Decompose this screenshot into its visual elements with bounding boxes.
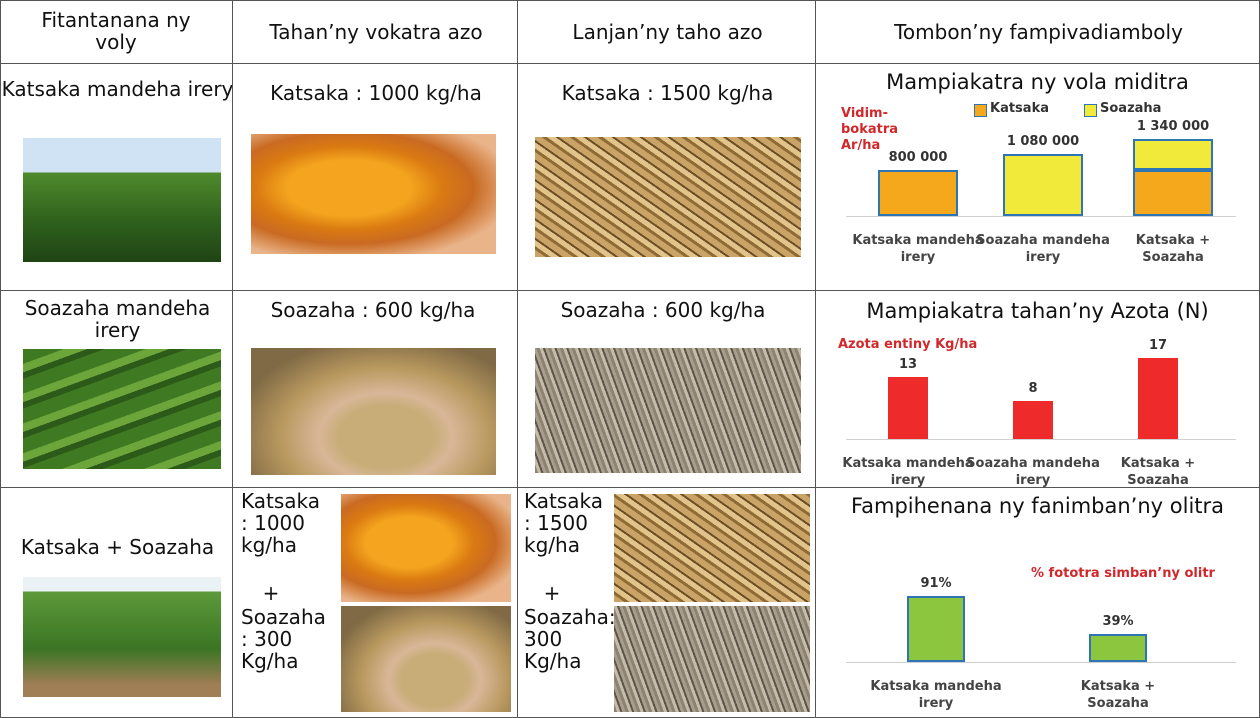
residue-text: Soazaha : 600 kg/ha: [518, 299, 808, 321]
chart-cell: Mampiakatra ny vola miditra Vidim-bokatra…: [815, 63, 1260, 291]
soy-straw-photo: [614, 606, 810, 712]
page: Fitantanana ny voly Tahan’ny vokatra azo…: [0, 0, 1260, 718]
bar-segment: [878, 170, 958, 216]
plus-sign: +: [241, 582, 301, 604]
straw-photo: [614, 494, 810, 602]
residue-text: Katsaka : 1500 kg/ha: [518, 82, 816, 104]
crop-cell: Katsaka + Soazaha: [0, 487, 233, 718]
yield-cell: Katsaka : 1000 kg/ha + Soazaha : 300 Kg/…: [232, 487, 518, 718]
header-cell: Fitantanana ny voly: [0, 0, 233, 64]
legend-swatch: [974, 104, 987, 117]
yield-text: Soazaha : 300 Kg/ha: [241, 606, 336, 672]
yield-text: Soazaha : 600 kg/ha: [233, 299, 513, 321]
yield-cell: Katsaka : 1000 kg/ha: [232, 63, 518, 291]
legend-label: Soazaha: [1100, 101, 1161, 116]
residue-text: Katsaka : 1500 kg/ha: [524, 490, 608, 556]
chart-cell: Mampiakatra tahan’ny Azota (N) Azota enti…: [815, 290, 1260, 488]
value-label: 13: [848, 357, 968, 372]
residue-text: Soazaha: 300 Kg/ha: [524, 606, 608, 672]
corn-photo: [341, 494, 511, 602]
value-label: 800 000: [858, 150, 978, 165]
axis-line: [846, 216, 1236, 217]
bar: [888, 377, 928, 439]
bar-segment: [1133, 139, 1213, 170]
legend-label: Katsaka: [990, 101, 1049, 116]
axis-line: [846, 439, 1236, 440]
legend-swatch: [1084, 104, 1097, 117]
bar: [1138, 358, 1178, 439]
value-label: 91%: [876, 576, 996, 591]
chart-cell: Fampihenana ny fanimban’ny olitra % fotot…: [815, 487, 1260, 718]
category-label: Soazaha mandeha irery: [973, 232, 1113, 266]
plus-sign: +: [522, 582, 582, 604]
axis-line: [846, 662, 1236, 663]
value-label: 17: [1098, 338, 1218, 353]
bar: [1089, 634, 1147, 662]
residue-cell: Katsaka : 1500 kg/ha + Soazaha: 300 Kg/h…: [517, 487, 816, 718]
crop-text: Soazaha mandeha irery: [1, 297, 233, 341]
residue-cell: Soazaha : 600 kg/ha: [517, 290, 816, 488]
category-label: Katsaka + Soazaha: [1048, 678, 1188, 712]
bar-segment: [1133, 170, 1213, 216]
header-text: Tahan’ny vokatra azo: [233, 21, 518, 43]
soy-photo: [341, 606, 511, 712]
bar: [907, 596, 965, 662]
residue-cell: Katsaka : 1500 kg/ha: [517, 63, 816, 291]
bar-segment: [1003, 154, 1083, 216]
soy-straw-photo: [535, 348, 801, 473]
header-text: Lanjan’ny taho azo: [518, 21, 816, 43]
soy-photo: [251, 348, 496, 475]
header-text: Tombon’ny fampivadiamboly: [816, 21, 1260, 43]
yield-text: Katsaka : 1000 kg/ha: [233, 82, 518, 104]
category-label: Katsaka + Soazaha: [1088, 455, 1228, 488]
value-label: 39%: [1058, 614, 1178, 629]
value-label: 1 080 000: [983, 134, 1103, 149]
y-axis-label: % fototra simban’ny olitr: [1031, 566, 1251, 582]
corn-field-photo: [23, 138, 221, 262]
header-cell: Lanjan’ny taho azo: [517, 0, 816, 64]
straw-photo: [535, 137, 801, 257]
chart-title: Fampihenana ny fanimban’ny olitra: [816, 494, 1259, 518]
category-label: Katsaka mandeha irery: [866, 678, 1006, 712]
header-text: Fitantanana ny voly: [41, 9, 191, 53]
crop-text: Katsaka + Soazaha: [1, 536, 233, 558]
soy-field-photo: [23, 349, 221, 469]
yield-cell: Soazaha : 600 kg/ha: [232, 290, 518, 488]
header-cell: Tombon’ny fampivadiamboly: [815, 0, 1260, 64]
crop-cell: Katsaka mandeha irery: [0, 63, 233, 291]
corn-photo: [251, 134, 496, 254]
category-label: Katsaka + Soazaha: [1103, 232, 1243, 266]
header-cell: Tahan’ny vokatra azo: [232, 0, 518, 64]
mixed-field-photo: [23, 577, 221, 697]
category-label: Soazaha mandeha irery: [963, 455, 1103, 488]
value-label: 8: [973, 381, 1093, 396]
crop-text: Katsaka mandeha irery: [1, 78, 233, 100]
yield-text: Katsaka : 1000 kg/ha: [241, 490, 323, 556]
y-axis-label: Vidim-bokatra Ar/ha: [841, 106, 921, 154]
bar: [1013, 401, 1053, 439]
crop-cell: Soazaha mandeha irery: [0, 290, 233, 488]
chart-title: Mampiakatra tahan’ny Azota (N): [816, 299, 1259, 323]
category-label: Katsaka mandeha irery: [848, 232, 988, 266]
y-axis-label: Azota entiny Kg/ha: [838, 337, 1018, 353]
total-label: 1 340 000: [1113, 119, 1233, 134]
category-label: Katsaka mandeha irery: [838, 455, 978, 488]
chart-title: Mampiakatra ny vola miditra: [816, 70, 1259, 94]
